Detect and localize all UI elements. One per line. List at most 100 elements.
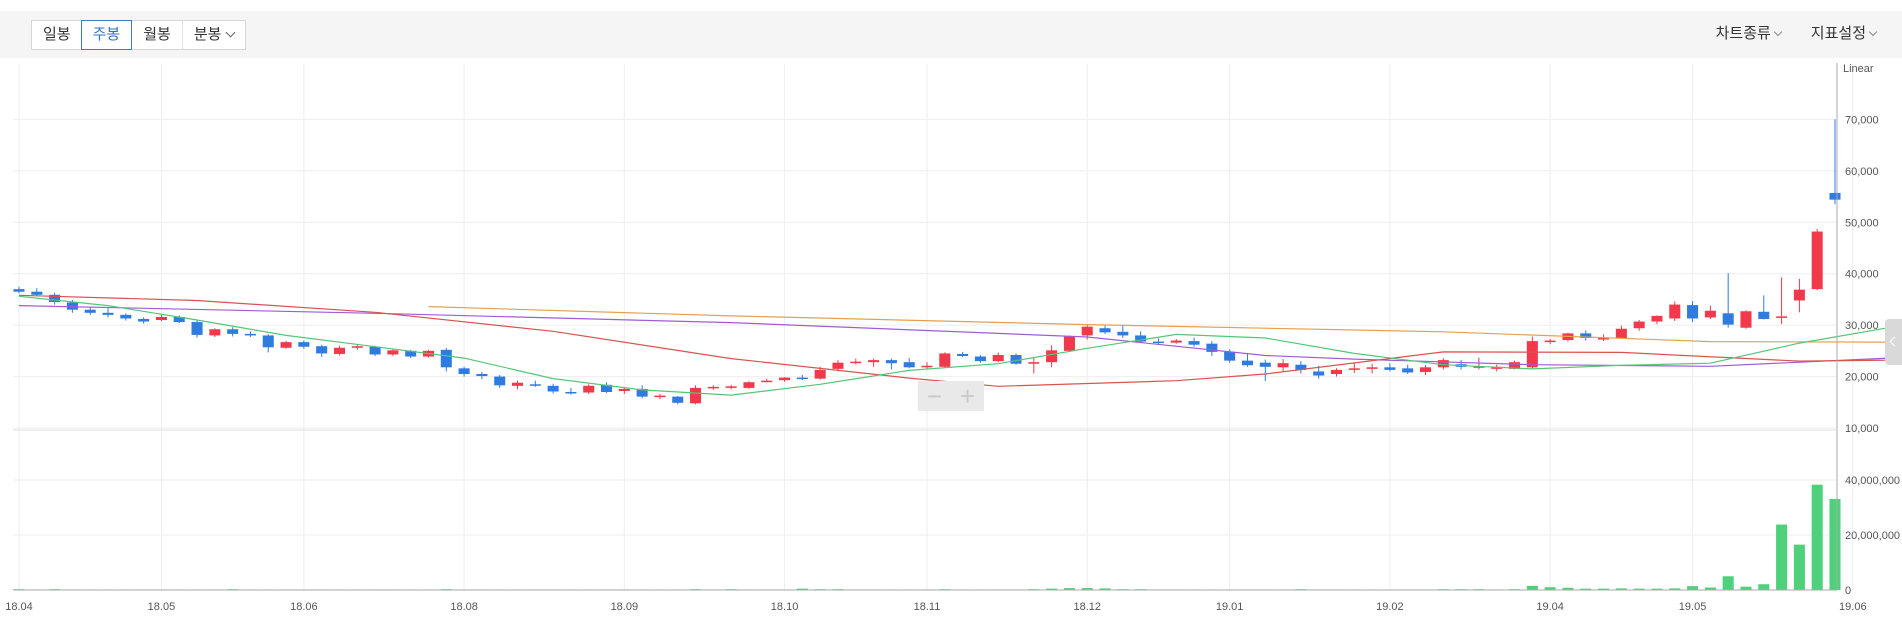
candle-body — [690, 387, 702, 404]
volume-bar — [1758, 584, 1770, 590]
candle-body — [351, 346, 363, 348]
candle-body — [1544, 340, 1556, 343]
period-weekly-button[interactable]: 주봉 — [80, 20, 133, 50]
candle-body — [49, 294, 61, 302]
ma-line-green — [18, 295, 1902, 396]
candle-body — [1651, 315, 1663, 322]
candle-body — [1206, 343, 1218, 352]
candle-body — [654, 395, 666, 398]
candle-body — [1010, 354, 1022, 364]
candle-body — [1330, 369, 1343, 374]
candle-body — [1687, 305, 1699, 319]
price-tick-label: 70,000 — [1845, 114, 1879, 126]
volume-bar — [1811, 484, 1823, 590]
ma-line-purple — [18, 305, 1902, 367]
chart-toolbar: 일봉 주봉 월봉 분봉 차트종류 지표설정 — [0, 11, 1902, 58]
candle-body — [903, 362, 915, 368]
price-candles — [13, 119, 1841, 405]
volume-tick-label: 40,000,000 — [1845, 475, 1900, 487]
time-tick-label: 19.06 — [1839, 601, 1867, 613]
candle-body — [939, 353, 951, 367]
candle-body — [84, 309, 96, 313]
candle-body — [1776, 316, 1788, 318]
candle-body — [1793, 289, 1805, 301]
candle-body — [618, 388, 630, 391]
zoom-in-button[interactable]: + — [959, 381, 976, 411]
candle-body — [1526, 341, 1538, 368]
candle-body — [868, 360, 880, 363]
candle-body — [707, 386, 719, 389]
period-minute-label: 분봉 — [193, 26, 222, 43]
chart-axes: 10,000 20,000 30,000 40,000 50,000 60,000 70,0… — [5, 63, 1900, 613]
volume-bar — [1740, 586, 1752, 590]
candle-body — [1081, 326, 1093, 336]
volume-bar — [1687, 586, 1699, 590]
candle-body — [565, 392, 577, 394]
price-tick-label: 40,000 — [1845, 269, 1879, 281]
candle-body — [583, 385, 595, 393]
candle-body — [992, 354, 1004, 362]
volume-bar — [796, 588, 808, 590]
candle-body — [476, 374, 488, 377]
volume-bar — [1099, 588, 1111, 590]
candle-body — [209, 329, 221, 336]
candle-body — [31, 291, 43, 295]
time-tick-label: 19.05 — [1679, 601, 1707, 613]
indicator-settings-dropdown[interactable]: 지표설정 — [1810, 20, 1878, 48]
candle-body — [1473, 366, 1485, 368]
price-tick-label: 10,000 — [1845, 423, 1879, 435]
candle-body — [1313, 371, 1325, 376]
candle-body — [1437, 360, 1449, 368]
scale-type-label: Linear — [1843, 63, 1874, 75]
candle-body — [1046, 350, 1058, 363]
candle-body — [1259, 362, 1271, 367]
period-minute-dropdown[interactable]: 분봉 — [181, 21, 246, 49]
time-tick-label: 19.04 — [1536, 601, 1564, 613]
candle-body — [1509, 362, 1521, 369]
time-tick-label: 18.06 — [290, 601, 318, 613]
volume-bar — [1704, 587, 1716, 590]
time-tick-label: 19.01 — [1216, 601, 1244, 613]
volume-bar — [1046, 588, 1058, 590]
price-tick-label: 30,000 — [1845, 320, 1879, 332]
candle-body — [601, 384, 613, 392]
candle-body — [298, 342, 310, 347]
price-tick-label: 20,000 — [1845, 372, 1879, 384]
candle-body — [13, 289, 25, 292]
volume-bar — [1669, 588, 1681, 590]
side-panel-toggle[interactable] — [1885, 319, 1902, 365]
candle-body — [120, 314, 132, 319]
zoom-out-button[interactable]: − — [926, 381, 943, 411]
candle-body — [1224, 351, 1236, 361]
candle-body — [885, 360, 897, 364]
candle-body — [1170, 340, 1182, 343]
candle-body — [1811, 231, 1823, 290]
candle-body — [761, 380, 773, 383]
volume-bar — [1598, 588, 1610, 590]
candle-body — [1277, 363, 1289, 368]
ma-line-orange — [428, 306, 1902, 343]
indicator-settings-label: 지표설정 — [1810, 25, 1866, 42]
chart-type-dropdown[interactable]: 차트종류 — [1716, 20, 1783, 48]
candle-body — [262, 335, 274, 348]
candle-body — [387, 350, 399, 355]
period-daily-button[interactable]: 일봉 — [43, 26, 71, 43]
candle-body — [779, 377, 791, 381]
candle-body — [1188, 341, 1200, 345]
ma-line-red — [18, 294, 1902, 387]
price-tick-label: 60,000 — [1845, 166, 1879, 178]
candle-body — [1615, 328, 1627, 338]
volume-bar — [1544, 587, 1556, 590]
time-tick-label: 18.10 — [771, 601, 799, 613]
candle-body — [1295, 364, 1307, 370]
time-tick-label: 18.08 — [450, 601, 478, 613]
time-tick-label: 19.02 — [1376, 601, 1404, 613]
candle-body — [494, 376, 506, 386]
time-tick-label: 18.11 — [914, 601, 941, 613]
time-tick-label: 18.09 — [611, 601, 639, 613]
volume-bar — [1562, 587, 1574, 590]
time-tick-label: 18.05 — [148, 601, 176, 613]
candle-body — [1152, 341, 1164, 344]
volume-bar — [1722, 576, 1734, 590]
